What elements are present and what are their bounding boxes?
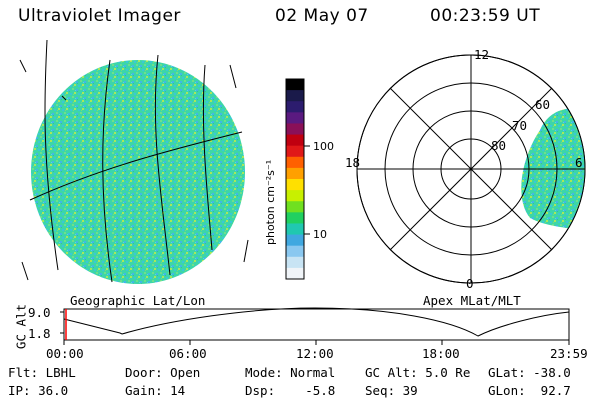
colorbar-band bbox=[286, 90, 304, 102]
filter-readout: Flt: LBHL bbox=[8, 365, 76, 380]
colorbar-band bbox=[286, 156, 304, 169]
date-label: 02 May 07 bbox=[275, 6, 369, 26]
colorbar-band bbox=[286, 134, 304, 147]
colorbar-band bbox=[286, 112, 304, 124]
altitude-ylabel: GC Alt bbox=[13, 303, 29, 350]
colorbar-band bbox=[286, 212, 304, 224]
polar-mlt-label-0: 0 bbox=[466, 276, 474, 291]
colorbar-band bbox=[286, 79, 304, 91]
colorbar-band bbox=[286, 256, 304, 269]
colorbar-tick-10: 10 bbox=[313, 228, 327, 241]
polar-lat-label-80: 80 bbox=[491, 138, 507, 153]
geo-latitude-readout: GLat: -38.0 bbox=[488, 365, 571, 380]
colorbar-band bbox=[286, 223, 304, 236]
colorbar-band bbox=[286, 123, 304, 136]
polar-lat-label-60: 60 bbox=[535, 97, 551, 112]
altitude-xtick-0600: 06:00 bbox=[169, 346, 207, 361]
altitude-xtick-1800: 18:00 bbox=[422, 346, 460, 361]
dsp-readout: Dsp: -5.8 bbox=[245, 383, 336, 398]
polar-mlt-label-12: 12 bbox=[474, 47, 490, 62]
colorbar-band bbox=[286, 179, 304, 191]
colorbar-band bbox=[286, 267, 304, 280]
polar-mlt-label-18: 18 bbox=[345, 155, 361, 170]
colorbar-band bbox=[286, 201, 304, 213]
earth-disk-image bbox=[19, 39, 249, 284]
colorbar-band bbox=[286, 245, 304, 258]
altitude-xtick-1200: 12:00 bbox=[296, 346, 334, 361]
colorbar-band bbox=[286, 145, 304, 158]
sequence-readout: Seq: 39 bbox=[365, 383, 418, 398]
altitude-ytick-low: 1.8 bbox=[28, 326, 51, 341]
right-panel-caption: Apex MLat/MLT bbox=[423, 293, 521, 308]
colorbar-band bbox=[286, 167, 304, 180]
ip-readout: IP: 36.0 bbox=[8, 383, 69, 398]
altitude-ytick-high: 9.0 bbox=[28, 305, 51, 320]
altitude-xtick-2359: 23:59 bbox=[550, 346, 588, 361]
polar-mlat-mlt-plot bbox=[356, 54, 586, 284]
door-readout: Door: Open bbox=[125, 365, 201, 380]
colorbar-band bbox=[286, 190, 304, 202]
colorbar-tick-100: 100 bbox=[313, 140, 334, 153]
colorbar-unit-label: photon cm⁻²s⁻¹ bbox=[264, 159, 277, 245]
time-label: 00:23:59 UT bbox=[430, 6, 541, 26]
colorbar-band bbox=[286, 234, 304, 247]
left-panel-caption: Geographic Lat/Lon bbox=[70, 293, 206, 308]
instrument-title: Ultraviolet Imager bbox=[18, 6, 181, 26]
gain-readout: Gain: 14 bbox=[125, 383, 186, 398]
polar-mlt-label-6: 6 bbox=[575, 155, 583, 170]
colorbar-band bbox=[286, 101, 304, 113]
altitude-plot bbox=[60, 307, 570, 345]
polar-lat-label-70: 70 bbox=[512, 118, 528, 133]
colorbar-frame bbox=[285, 78, 305, 280]
intensity-colorbar bbox=[285, 78, 305, 280]
gc-altitude-readout: GC Alt: 5.0 Re bbox=[365, 365, 471, 380]
geo-longitude-readout: GLon: 92.7 bbox=[488, 383, 571, 398]
altitude-xtick-0000: 00:00 bbox=[46, 346, 84, 361]
mode-readout: Mode: Normal bbox=[245, 365, 336, 380]
